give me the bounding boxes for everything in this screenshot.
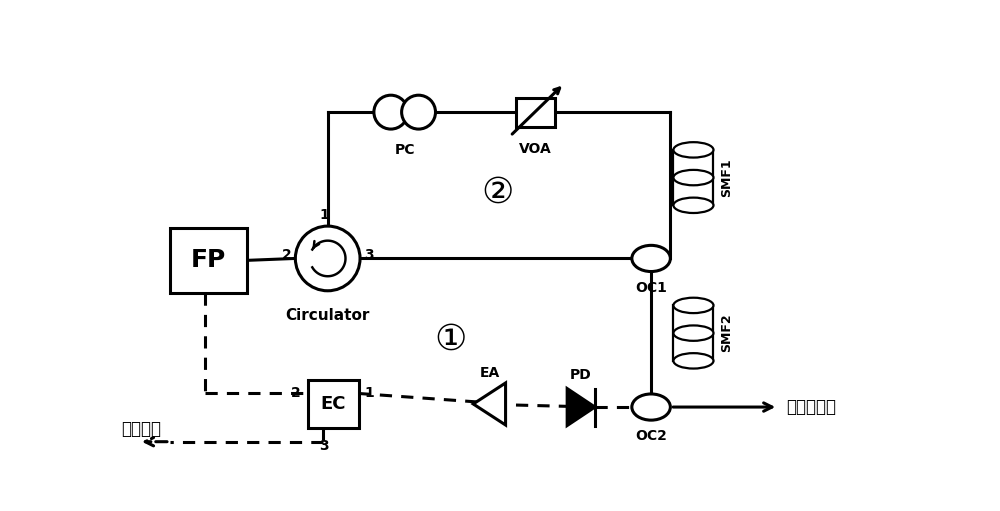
Text: 1: 1 [319, 208, 329, 222]
Text: OC1: OC1 [635, 281, 667, 295]
Text: EA: EA [479, 366, 500, 380]
Polygon shape [567, 388, 595, 426]
Ellipse shape [673, 170, 713, 185]
Text: ①: ① [435, 322, 467, 356]
Text: 微波信号: 微波信号 [121, 420, 161, 437]
Text: OC2: OC2 [635, 429, 667, 444]
Text: PD: PD [570, 368, 592, 382]
Circle shape [374, 95, 408, 129]
Text: 1: 1 [365, 386, 374, 401]
Text: 2: 2 [291, 386, 301, 401]
Ellipse shape [673, 298, 713, 313]
Text: VOA: VOA [519, 142, 552, 156]
Polygon shape [473, 383, 506, 425]
Text: 光脉冲信号: 光脉冲信号 [786, 398, 836, 416]
Text: 3: 3 [319, 439, 328, 453]
Ellipse shape [673, 353, 713, 368]
Text: Circulator: Circulator [286, 308, 370, 323]
Ellipse shape [673, 198, 713, 213]
Ellipse shape [673, 142, 713, 157]
Ellipse shape [632, 245, 670, 271]
Text: PC: PC [394, 143, 415, 157]
Ellipse shape [673, 326, 713, 341]
Text: SMF2: SMF2 [720, 314, 733, 353]
Bar [170, 227, 247, 293]
Circle shape [402, 95, 436, 129]
Ellipse shape [632, 394, 670, 420]
Circle shape [295, 226, 360, 291]
Text: ②: ② [481, 176, 513, 210]
Text: SMF1: SMF1 [720, 158, 733, 197]
Text: 3: 3 [364, 248, 374, 262]
Bar [516, 98, 555, 127]
Bar [308, 380, 359, 428]
Text: EC: EC [321, 395, 346, 413]
Text: FP: FP [191, 248, 226, 272]
Text: 2: 2 [282, 248, 292, 262]
